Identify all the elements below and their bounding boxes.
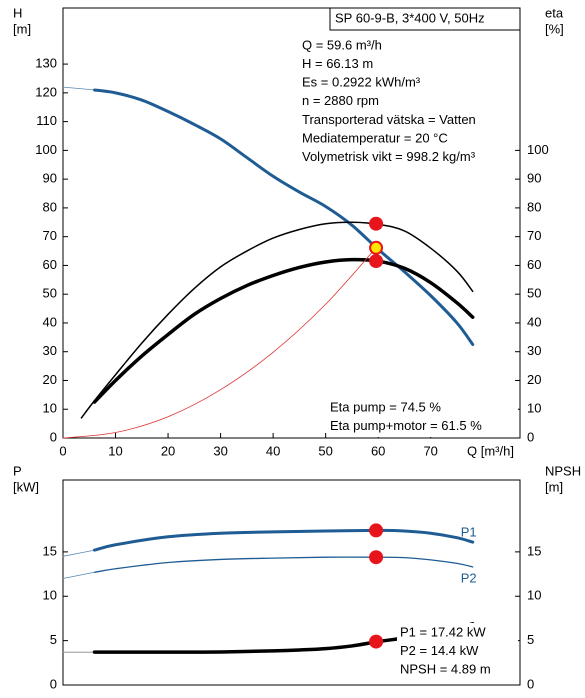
- curve: [93, 556, 474, 573]
- note-line: Eta pump = 74.5 %: [330, 399, 441, 414]
- x-tick-label: 10: [108, 443, 122, 458]
- notes-box: [397, 623, 518, 681]
- y2-tick-label: 60: [527, 257, 541, 272]
- info-line: Mediatemperatur = 20 °C: [302, 130, 448, 145]
- duty-point: [369, 523, 384, 538]
- y-axis-unit: [m]: [13, 21, 31, 36]
- y2-axis-unit: [m]: [545, 479, 563, 494]
- y-tick-label: 110: [36, 113, 57, 128]
- y2-axis-label: eta: [545, 5, 564, 20]
- curve: [62, 571, 95, 579]
- y-axis-label: H: [13, 5, 22, 20]
- y2-tick-label: 10: [527, 401, 541, 416]
- info-line: Es = 0.2922 kWh/m³: [302, 75, 421, 90]
- curve: [62, 247, 377, 439]
- x-tick-label: 0: [59, 443, 66, 458]
- y-tick-label: 0: [50, 429, 57, 444]
- y-tick-label: 90: [43, 171, 57, 186]
- y-tick-label: 15: [43, 543, 57, 558]
- info-line: Volymetrisk vikt = 998.2 kg/m³: [302, 149, 476, 164]
- x-tick-label: 60: [371, 443, 385, 458]
- x-axis-label: Q [m³/h]: [467, 443, 514, 458]
- curve: [62, 86, 95, 91]
- y2-tick-label: 0: [527, 429, 534, 444]
- plot-frame: [62, 479, 521, 686]
- y2-axis-unit: [%]: [545, 21, 564, 36]
- info-line: H = 66.13 m: [302, 56, 373, 71]
- info-line: Q = 59.6 m³/h: [302, 37, 382, 52]
- info-line: Transporterad vätska = Vatten: [302, 112, 476, 127]
- duty-point: [369, 634, 384, 649]
- x-tick-label: 20: [161, 443, 175, 458]
- notes-box: [327, 398, 518, 437]
- y-tick-label: 20: [43, 372, 57, 387]
- y2-tick-label: 5: [527, 632, 534, 647]
- y-tick-label: 130: [35, 56, 57, 71]
- x-tick-label: 40: [266, 443, 280, 458]
- series-label: P2: [461, 570, 477, 585]
- y-axis-unit: [kW]: [13, 479, 39, 494]
- duty-point: [369, 216, 384, 231]
- y2-tick-label: 100: [527, 142, 549, 157]
- y-tick-label: 5: [50, 632, 57, 647]
- note-line: NPSH = 4.89 m: [400, 661, 491, 676]
- title-box: [329, 7, 521, 31]
- y2-tick-label: 15: [527, 543, 541, 558]
- y-tick-label: 0: [50, 676, 57, 691]
- note-line: Eta pump+motor = 61.5 %: [330, 418, 482, 433]
- y2-tick-label: 90: [527, 171, 541, 186]
- y-tick-label: 80: [43, 199, 57, 214]
- y-tick-label: 30: [43, 343, 57, 358]
- y-tick-label: 40: [43, 314, 57, 329]
- plot-frame: [62, 7, 521, 439]
- y2-axis-label: NPSH: [545, 463, 581, 478]
- duty-point: [369, 254, 384, 269]
- note-line: P2 = 14.4 kW: [400, 643, 479, 658]
- duty-point: [369, 240, 384, 255]
- y2-tick-label: 20: [527, 372, 541, 387]
- note-line: P1 = 17.42 kW: [400, 624, 486, 639]
- y-tick-label: 60: [43, 257, 57, 272]
- y-axis-label: P: [13, 463, 22, 478]
- y2-tick-label: 80: [527, 199, 541, 214]
- y-tick-label: 100: [35, 142, 57, 157]
- y2-tick-label: 70: [527, 228, 541, 243]
- curve: [93, 88, 475, 347]
- y2-tick-label: 40: [527, 314, 541, 329]
- duty-point: [369, 550, 384, 565]
- y2-tick-label: 50: [527, 286, 541, 301]
- y-tick-label: 70: [43, 228, 57, 243]
- x-tick-label: 30: [213, 443, 227, 458]
- y-tick-label: 10: [43, 401, 57, 416]
- series-label: P1: [461, 525, 477, 540]
- curve: [92, 257, 475, 404]
- x-tick-label: 70: [423, 443, 437, 458]
- curve: [62, 549, 95, 557]
- y2-tick-label: 30: [527, 343, 541, 358]
- y-tick-label: 120: [35, 84, 57, 99]
- y2-tick-label: 0: [527, 676, 534, 691]
- curve: [80, 221, 474, 419]
- y2-tick-label: 10: [527, 588, 541, 603]
- info-line: n = 2880 rpm: [302, 93, 379, 108]
- chart-title: SP 60-9-B, 3*400 V, 50Hz: [335, 10, 485, 25]
- y-tick-label: 10: [43, 588, 57, 603]
- curve: [93, 528, 475, 552]
- x-tick-label: 50: [318, 443, 332, 458]
- y-tick-label: 50: [43, 286, 57, 301]
